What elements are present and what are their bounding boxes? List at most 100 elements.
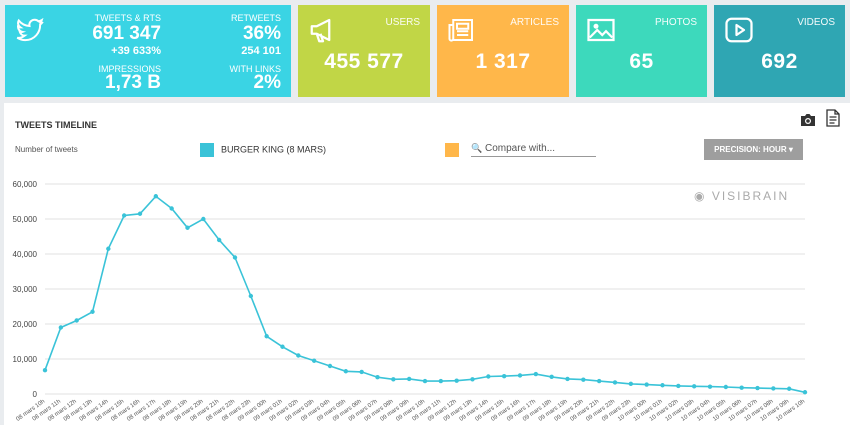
- data-point: [486, 374, 491, 379]
- data-point: [691, 384, 697, 389]
- users-tile[interactable]: USERS 455 577: [298, 5, 430, 97]
- impressions-label: IMPRESSIONS: [98, 64, 161, 74]
- data-point: [375, 375, 380, 380]
- data-point: [723, 384, 729, 390]
- panel-title: TWEETS TIMELINE: [15, 120, 97, 130]
- data-point: [581, 377, 586, 382]
- tweets-label: TWEETS & RTS: [94, 13, 161, 23]
- caret-down-icon: ▾: [788, 145, 793, 154]
- panel-tools: [800, 109, 840, 132]
- photos-label: PHOTOS: [654, 17, 697, 28]
- megaphone-icon: [310, 18, 331, 43]
- precision-button[interactable]: PRECISION: HOUR ▾: [704, 139, 803, 160]
- eye-icon: ◉: [694, 189, 707, 203]
- image-icon: [587, 18, 615, 42]
- compare-legend: 🔍 Compare with...: [445, 143, 596, 157]
- legend-series-label: BURGER KING (8 MARS): [221, 144, 327, 155]
- y-tick-label: 50,000: [13, 215, 38, 224]
- y-tick-label: 10,000: [13, 355, 38, 364]
- data-point: [106, 246, 111, 251]
- tweets-growth: +39 633%: [111, 45, 161, 57]
- y-tick-label: 60,000: [13, 180, 38, 189]
- data-point: [90, 309, 95, 314]
- data-point: [359, 369, 364, 375]
- precision-button-label: PRECISION: HOUR: [714, 145, 787, 154]
- data-point: [676, 383, 681, 389]
- data-point: [121, 213, 127, 218]
- photos-value: 65: [629, 50, 654, 73]
- data-point: [628, 381, 634, 387]
- data-point: [802, 390, 808, 395]
- with-links-value: 2%: [253, 72, 281, 93]
- data-point: [280, 344, 285, 349]
- search-icon: 🔍: [471, 143, 483, 153]
- data-point: [296, 353, 301, 358]
- data-point: [42, 368, 48, 373]
- data-point: [501, 373, 507, 379]
- data-point: [644, 382, 649, 387]
- newspaper-icon: [448, 19, 473, 42]
- data-point: [311, 358, 317, 363]
- data-point: [216, 237, 222, 243]
- y-tick-label: 40,000: [13, 250, 38, 259]
- data-point: [549, 374, 554, 380]
- data-point: [707, 384, 713, 389]
- articles-label: ARTICLES: [510, 17, 559, 28]
- videos-tile[interactable]: VIDEOS 692: [714, 5, 845, 97]
- retweets-label: RETWEETS: [230, 13, 281, 23]
- impressions-value: 1,73 B: [105, 72, 161, 93]
- twitter-icon: [16, 17, 44, 42]
- data-point: [343, 369, 349, 374]
- data-point: [596, 378, 602, 384]
- visibrain-watermark: ◉ VISIBRAIN: [694, 189, 789, 203]
- data-point: [565, 376, 570, 382]
- y-tick-label: 30,000: [13, 285, 38, 294]
- retweets-count: 254 101: [241, 45, 281, 57]
- y-tick-label: 20,000: [13, 320, 38, 329]
- data-point: [74, 318, 79, 323]
- camera-icon[interactable]: [800, 113, 816, 127]
- tweets-tile[interactable]: TWEETS & RTS 691 347 +39 633% IMPRESSION…: [5, 5, 291, 97]
- articles-value: 1 317: [475, 50, 531, 73]
- videos-value: 692: [761, 50, 798, 73]
- watermark-label: VISIBRAIN: [711, 189, 790, 203]
- data-point: [454, 378, 459, 383]
- data-point: [201, 216, 206, 222]
- data-point: [232, 255, 238, 260]
- compare-input[interactable]: 🔍 Compare with...: [471, 143, 596, 157]
- data-point: [470, 377, 475, 382]
- data-point: [422, 378, 428, 384]
- data-point: [786, 386, 792, 391]
- users-value: 455 577: [324, 50, 404, 73]
- y-tick-label: 0: [33, 390, 38, 399]
- y-axis-label: Number of tweets: [15, 145, 78, 154]
- data-point: [533, 371, 539, 377]
- videos-label: VIDEOS: [797, 17, 835, 28]
- data-point: [169, 206, 174, 211]
- compare-placeholder: Compare with...: [485, 143, 556, 154]
- export-document-icon[interactable]: [826, 109, 840, 127]
- data-point: [517, 373, 523, 378]
- photos-tile[interactable]: PHOTOS 65: [576, 5, 707, 97]
- tweets-timeline-panel: TWEETS TIMELINE Number of tweets BURGER …: [4, 103, 850, 425]
- data-point: [755, 385, 760, 391]
- legend-series[interactable]: BURGER KING (8 MARS): [200, 143, 326, 157]
- data-point: [185, 225, 190, 230]
- data-point: [58, 325, 64, 330]
- data-point: [438, 378, 444, 384]
- play-icon: [725, 17, 753, 43]
- data-point: [406, 376, 412, 382]
- data-point: [264, 334, 269, 339]
- compare-swatch: [445, 143, 459, 157]
- data-point: [153, 194, 159, 199]
- stats-tiles: TWEETS & RTS 691 347 +39 633% IMPRESSION…: [0, 0, 850, 103]
- users-label: USERS: [385, 17, 420, 28]
- data-point: [137, 211, 143, 216]
- data-point: [660, 383, 665, 388]
- data-point: [248, 293, 254, 299]
- with-links-label: WITH LINKS: [229, 64, 281, 74]
- data-point: [739, 385, 744, 390]
- tweets-value: 691 347: [92, 23, 161, 44]
- articles-tile[interactable]: ARTICLES 1 317: [437, 5, 569, 97]
